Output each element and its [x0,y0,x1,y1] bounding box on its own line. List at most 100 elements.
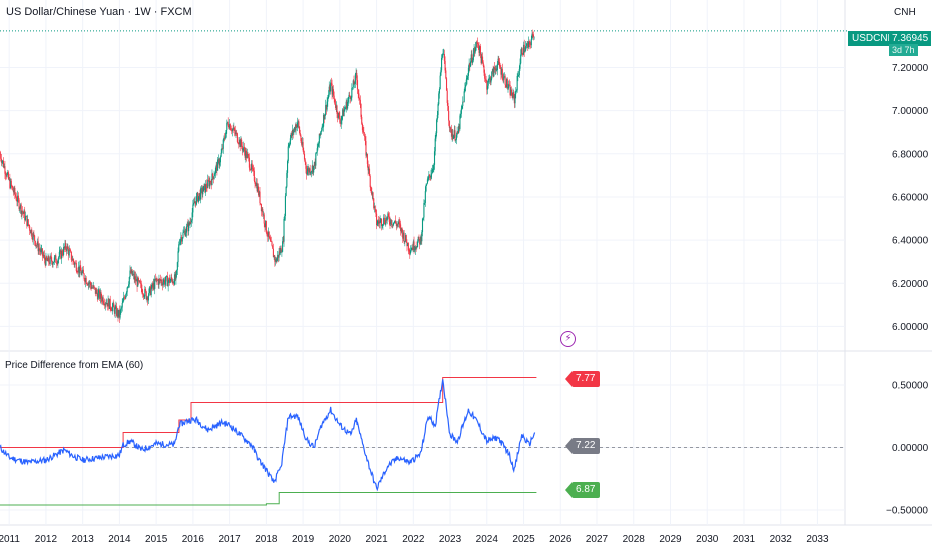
candle-body [52,262,54,265]
candle-body [487,79,489,86]
candle-body [469,63,471,67]
candle-body [505,84,507,88]
candle-body [478,47,480,53]
year-tick-label: 2021 [365,534,388,545]
candle-body [530,44,532,46]
candle-body [409,251,411,254]
candle-body [315,152,318,154]
candle-body [303,150,305,154]
candle-body [359,98,361,100]
candle-body [20,204,22,214]
candle-body [377,220,379,224]
candle-body [356,80,359,90]
candle-body [112,303,114,307]
candle-body [407,243,409,247]
candle-body [124,297,126,299]
candle-body [230,129,232,131]
candle-body [436,119,438,134]
candle-body [161,280,163,284]
indicator-title[interactable]: Price Difference from EMA (60) [5,360,144,371]
candle-body [330,82,332,84]
year-tick-label: 2029 [659,534,682,545]
candle-body [231,128,233,132]
candle-body [366,153,368,164]
candle-body [501,68,503,80]
candle-body [79,265,81,274]
candle-body [226,122,228,131]
candle-body [357,89,359,94]
candle-body [250,169,252,171]
candle-body [524,50,526,53]
candle-body [503,76,505,80]
candle-body [474,47,477,52]
candle-body [276,258,278,263]
candle-body [140,283,142,284]
candle-body [98,290,100,293]
candle-body [67,245,69,249]
candle-body [412,241,414,250]
candle-body [239,139,241,147]
candle-body [41,248,43,250]
candle-body [156,278,158,281]
candle-body [84,279,86,283]
candle-body [284,215,286,219]
price-tick-label: 6.40000 [892,236,929,247]
candle-body [207,179,209,188]
candle-body [164,281,166,285]
candle-body [217,159,219,160]
candle-body [200,188,202,200]
lightning-icon[interactable]: ⚡ [560,331,576,347]
candle-body [432,168,434,170]
candle-body [140,283,142,289]
candle-body [311,171,313,173]
candle-body [114,307,116,314]
candle-body [10,180,12,186]
candle-body [116,306,118,316]
candle-body [121,302,123,308]
candle-body [325,104,327,114]
candlestick-series [0,29,535,323]
candle-body [125,294,127,299]
candle-body [252,168,254,169]
candle-body [500,68,502,75]
candle-body [427,177,429,180]
candle-body [238,139,241,145]
candle-body [384,222,386,225]
candle-body [529,42,531,45]
candle-body [69,250,71,251]
candle-body [416,247,418,248]
candle-body [518,75,520,76]
candle-body [482,56,484,63]
candle-body [181,237,183,242]
candle-body [349,94,351,97]
candle-body [36,244,38,246]
candle-body [271,241,273,246]
currency-label[interactable]: CNH [894,7,916,18]
candle-body [465,84,467,88]
candle-body [138,280,140,282]
candle-body [315,153,317,166]
candle-body [394,220,396,223]
candle-body [302,142,304,151]
candle-body [90,285,92,289]
price-tick-label: 7.20000 [892,63,929,74]
candle-body [76,271,78,273]
candle-body [348,94,350,99]
candle-body [143,296,145,297]
candle-body [457,126,460,134]
candle-body [130,270,132,273]
candle-body [180,237,182,240]
candle-body [300,135,302,142]
candle-body [225,130,227,138]
candle-body [126,287,128,293]
candle-body [125,292,128,295]
candle-body [428,174,430,178]
candle-body [253,170,255,181]
candle-body [144,288,147,292]
candle-body [293,130,295,134]
candle-body [375,209,377,214]
candle-body [289,138,291,145]
candle-body [79,265,82,271]
candle-body [205,184,207,193]
candle-body [155,278,157,281]
